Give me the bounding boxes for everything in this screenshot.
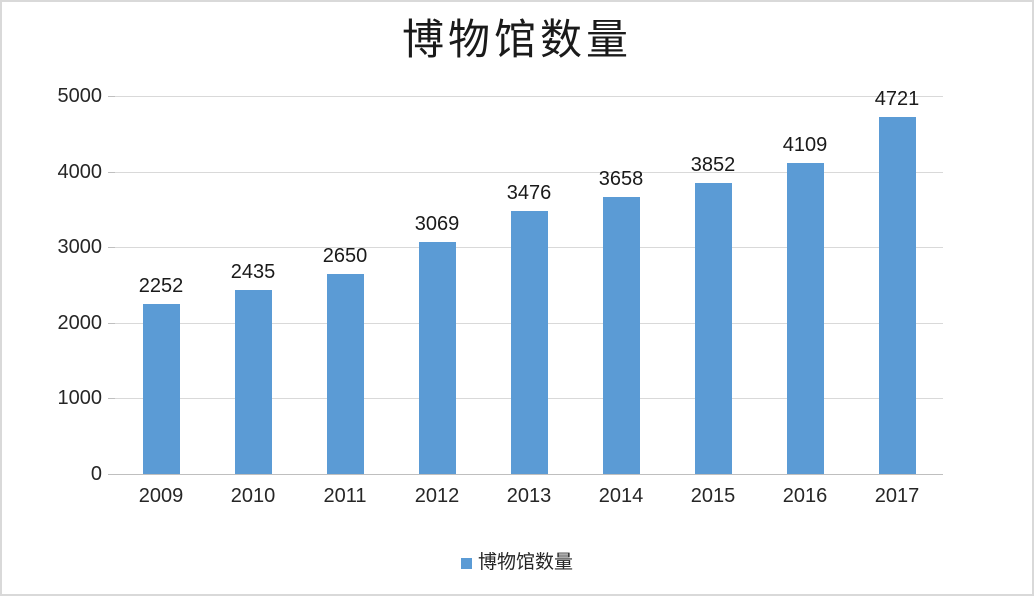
bar-value-label: 4721 bbox=[874, 88, 920, 111]
bar bbox=[510, 211, 548, 474]
bar-value-label: 2252 bbox=[138, 274, 184, 297]
bar bbox=[326, 273, 364, 474]
y-axis-label: 2000 bbox=[57, 311, 103, 334]
x-axis-label: 2013 bbox=[506, 485, 552, 507]
x-axis-label: 2014 bbox=[598, 485, 644, 507]
bar-value-label: 3476 bbox=[506, 182, 552, 205]
bar bbox=[878, 117, 916, 474]
bar-value-label: 2435 bbox=[230, 260, 276, 283]
y-axis-tick bbox=[108, 474, 115, 475]
bar-value-label: 3658 bbox=[598, 168, 644, 191]
bar-value-label: 3852 bbox=[690, 153, 736, 176]
bar bbox=[602, 197, 640, 474]
legend: 博物馆数量 bbox=[2, 551, 1032, 575]
bar bbox=[234, 289, 272, 474]
bar-value-label: 2650 bbox=[322, 244, 368, 267]
gridline bbox=[115, 171, 943, 173]
x-axis-label: 2015 bbox=[690, 485, 736, 507]
y-axis-label: 0 bbox=[90, 463, 102, 485]
x-axis-label: 2012 bbox=[414, 485, 460, 507]
x-axis-line bbox=[115, 474, 943, 475]
y-axis-tick bbox=[108, 247, 115, 249]
y-axis-tick bbox=[108, 171, 115, 173]
legend-marker-square-icon bbox=[460, 557, 472, 569]
x-axis-label: 2011 bbox=[323, 485, 367, 507]
x-axis-label: 2010 bbox=[230, 485, 276, 507]
y-axis-tick bbox=[108, 322, 115, 324]
bar bbox=[786, 163, 824, 474]
legend-label: 博物馆数量 bbox=[477, 552, 573, 573]
y-axis-label: 1000 bbox=[57, 387, 103, 410]
y-axis-label: 5000 bbox=[57, 85, 103, 107]
bar-value-label: 4109 bbox=[782, 134, 828, 157]
bar bbox=[418, 241, 456, 474]
bar bbox=[142, 303, 180, 474]
gridline bbox=[115, 96, 943, 97]
bar-value-label: 3069 bbox=[414, 212, 460, 235]
x-axis-label: 2016 bbox=[782, 485, 828, 507]
y-axis-tick bbox=[108, 96, 115, 97]
plot-area: 2252 2435 2650 3069 3476 3658 3852 4109 4721 bbox=[108, 88, 943, 475]
y-axis-label: 3000 bbox=[57, 236, 103, 259]
chart-title: 博物馆数量 bbox=[401, 15, 632, 64]
y-axis-tick bbox=[108, 398, 115, 400]
x-axis-label: 2009 bbox=[138, 485, 184, 507]
x-axis-label: 2017 bbox=[874, 485, 920, 507]
bar bbox=[694, 182, 732, 474]
y-axis-label: 4000 bbox=[57, 160, 103, 183]
